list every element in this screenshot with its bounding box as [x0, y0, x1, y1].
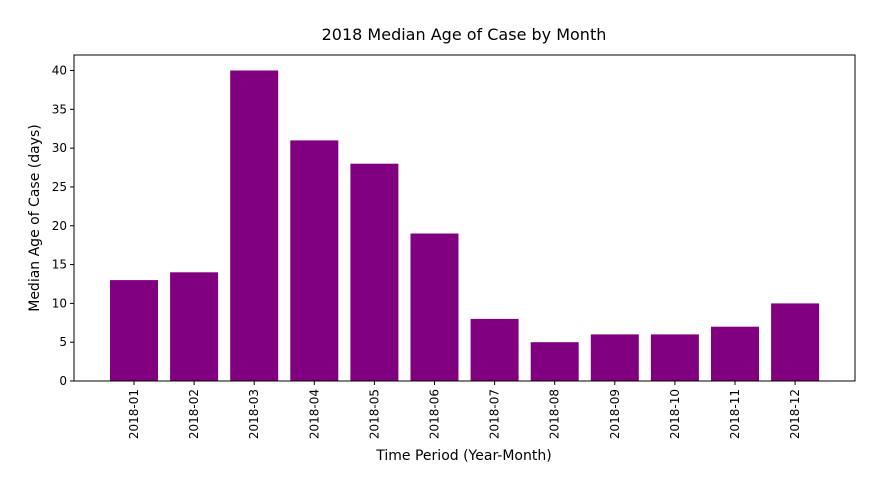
- x-tick-label: 2018-02: [187, 389, 201, 439]
- y-tick-label: 10: [52, 296, 67, 310]
- bar-2018-02: [170, 272, 219, 381]
- x-tick-label: 2018-07: [488, 389, 502, 439]
- x-tick-label: 2018-11: [728, 389, 742, 439]
- bar-2018-11: [711, 326, 759, 381]
- x-tick-label: 2018-12: [788, 389, 802, 439]
- x-tick-label: 2018-03: [247, 389, 261, 439]
- x-tick-label: 2018-04: [307, 389, 321, 439]
- y-tick-label: 5: [59, 335, 67, 349]
- x-tick-label: 2018-06: [428, 389, 442, 439]
- y-axis-ticks: 0 5 10 15 20 25 30 35 40: [52, 64, 74, 388]
- bar-2018-04: [290, 140, 339, 381]
- bar-2018-05: [350, 163, 399, 381]
- y-tick-label: 30: [52, 141, 67, 155]
- x-tick-label: 2018-10: [668, 389, 682, 439]
- x-axis-ticks: 2018-01 2018-02 2018-03 2018-04 2018-05 2018-…: [127, 381, 802, 439]
- bars-group: [110, 70, 820, 381]
- bar-2018-03: [230, 70, 279, 381]
- x-tick-label: 2018-08: [548, 389, 562, 439]
- x-tick-label: 2018-05: [367, 389, 381, 439]
- bar-2018-07: [470, 318, 519, 381]
- y-axis-title: Median Age of Case (days): [27, 124, 43, 312]
- y-tick-label: 0: [59, 374, 67, 388]
- bar-2018-06: [410, 233, 459, 381]
- bar-2018-01: [110, 280, 158, 381]
- bar-2018-12: [771, 303, 820, 381]
- y-tick-label: 25: [52, 180, 67, 194]
- chart-title: 2018 Median Age of Case by Month: [322, 25, 607, 44]
- y-tick-label: 35: [52, 102, 67, 116]
- plot-frame: [73, 54, 856, 382]
- bar-2018-10: [650, 334, 699, 381]
- x-axis-title: Time Period (Year-Month): [375, 448, 551, 464]
- x-tick-label: 2018-01: [127, 389, 141, 439]
- y-tick-label: 40: [52, 64, 67, 78]
- bar-2018-09: [590, 334, 639, 381]
- y-tick-label: 20: [52, 219, 67, 233]
- x-tick-label: 2018-09: [608, 389, 622, 439]
- bar-2018-08: [530, 342, 579, 381]
- y-tick-label: 15: [52, 258, 67, 272]
